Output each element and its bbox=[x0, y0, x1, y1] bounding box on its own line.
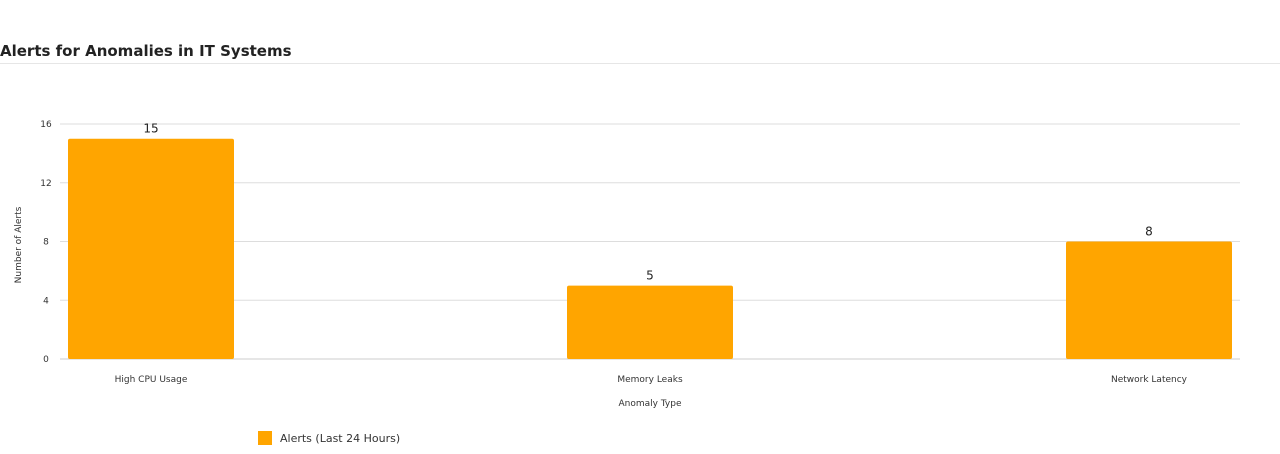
bar-value-label: 15 bbox=[143, 122, 158, 136]
title-divider bbox=[0, 63, 1280, 64]
legend-label: Alerts (Last 24 Hours) bbox=[280, 431, 401, 445]
page-title: Alerts for Anomalies in IT Systems bbox=[0, 42, 292, 60]
x-tick-label: Network Latency bbox=[1111, 375, 1188, 385]
x-tick-label: Memory Leaks bbox=[617, 375, 683, 385]
bar[interactable] bbox=[1066, 241, 1232, 360]
x-tick-label: High CPU Usage bbox=[115, 375, 188, 385]
y-tick-label: 12 bbox=[40, 179, 51, 189]
bar[interactable] bbox=[68, 138, 234, 359]
bar-value-label: 8 bbox=[1145, 225, 1153, 239]
y-tick-label: 4 bbox=[43, 296, 49, 306]
y-axis-title: Number of Alerts bbox=[14, 206, 24, 283]
legend[interactable]: Alerts (Last 24 Hours) bbox=[258, 431, 400, 445]
bar-value-label: 5 bbox=[646, 269, 654, 283]
y-tick-label: 0 bbox=[43, 355, 49, 365]
y-tick-label: 8 bbox=[43, 238, 49, 248]
x-axis-title: Anomaly Type bbox=[618, 399, 681, 409]
y-axis-ticks: 0 4 8 12 16 bbox=[40, 120, 52, 365]
legend-swatch bbox=[258, 431, 272, 445]
bar[interactable] bbox=[567, 285, 733, 359]
bars bbox=[68, 138, 1232, 360]
x-axis-ticks: High CPU Usage Memory Leaks Network Latenc… bbox=[115, 375, 1188, 385]
y-tick-label: 16 bbox=[40, 120, 52, 130]
